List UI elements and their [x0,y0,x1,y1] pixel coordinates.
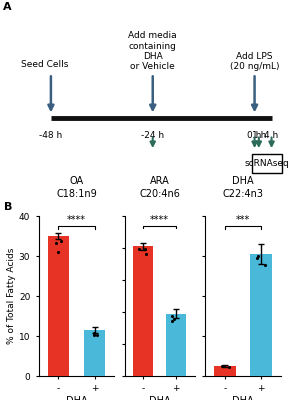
Text: B: B [4,202,13,212]
Bar [84,330,105,376]
Text: A: A [3,2,12,12]
Point [219,363,224,370]
Bar [250,254,272,376]
Title: DHA
C22:4n3: DHA C22:4n3 [222,176,263,198]
Bar [252,154,282,174]
Point [171,316,176,322]
X-axis label: DHA: DHA [149,396,170,400]
Point [221,363,226,370]
Point [59,238,63,244]
Point [263,262,268,268]
Bar [133,246,153,376]
Point [142,246,147,252]
Bar [214,366,236,376]
Point [170,318,175,324]
Point [227,364,231,370]
Text: Add LPS
(20 ng/mL): Add LPS (20 ng/mL) [230,52,279,71]
Text: Add media
containing
DHA
or Vehicle: Add media containing DHA or Vehicle [128,31,177,71]
Text: -48 h: -48 h [39,130,63,140]
Text: ***: *** [236,215,250,225]
Point [170,313,175,319]
Point [91,332,96,339]
Point [56,249,61,256]
Text: 1 h: 1 h [252,130,266,140]
Title: OA
C18:1n9: OA C18:1n9 [56,176,97,198]
X-axis label: DHA: DHA [66,396,87,400]
Point [92,330,97,336]
Text: ****: **** [67,215,86,225]
Text: ****: **** [150,215,169,225]
Text: 0 h: 0 h [247,130,262,140]
Text: 4 h: 4 h [264,130,279,140]
X-axis label: DHA: DHA [232,396,254,400]
Y-axis label: % of Total Fatty Acids: % of Total Fatty Acids [7,248,16,344]
Title: ARA
C20:4n6: ARA C20:4n6 [139,176,180,198]
Point [255,255,260,262]
Text: scRNAseq: scRNAseq [245,159,290,168]
Point [137,246,141,252]
Point [143,250,148,257]
Point [53,240,58,246]
Text: Seed Cells: Seed Cells [21,60,69,69]
Bar [166,314,186,376]
Bar [48,236,69,376]
Text: -24 h: -24 h [141,130,164,140]
Point [94,332,99,338]
Point [256,252,260,259]
